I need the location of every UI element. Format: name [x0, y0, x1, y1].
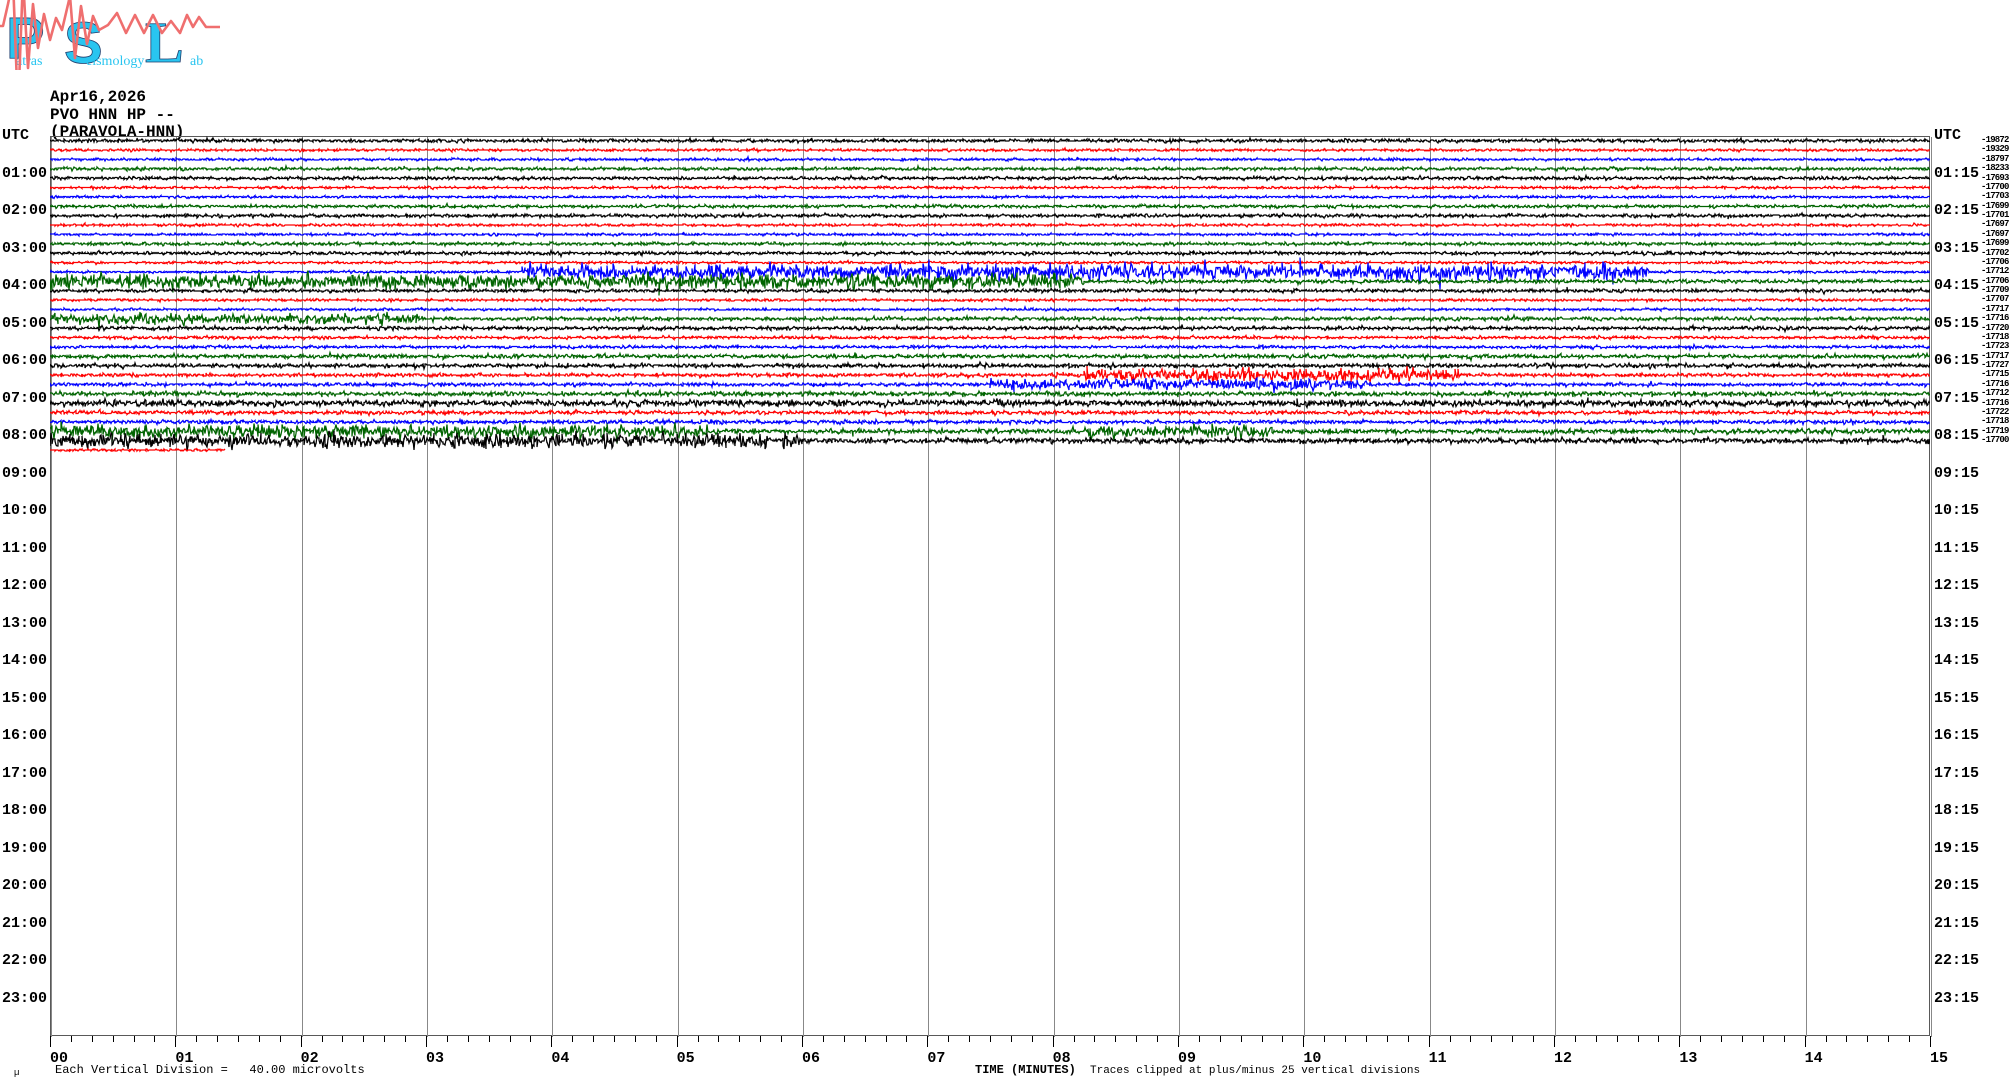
svg-text:eismology: eismology: [86, 54, 144, 69]
svg-text:ab: ab: [190, 54, 203, 69]
